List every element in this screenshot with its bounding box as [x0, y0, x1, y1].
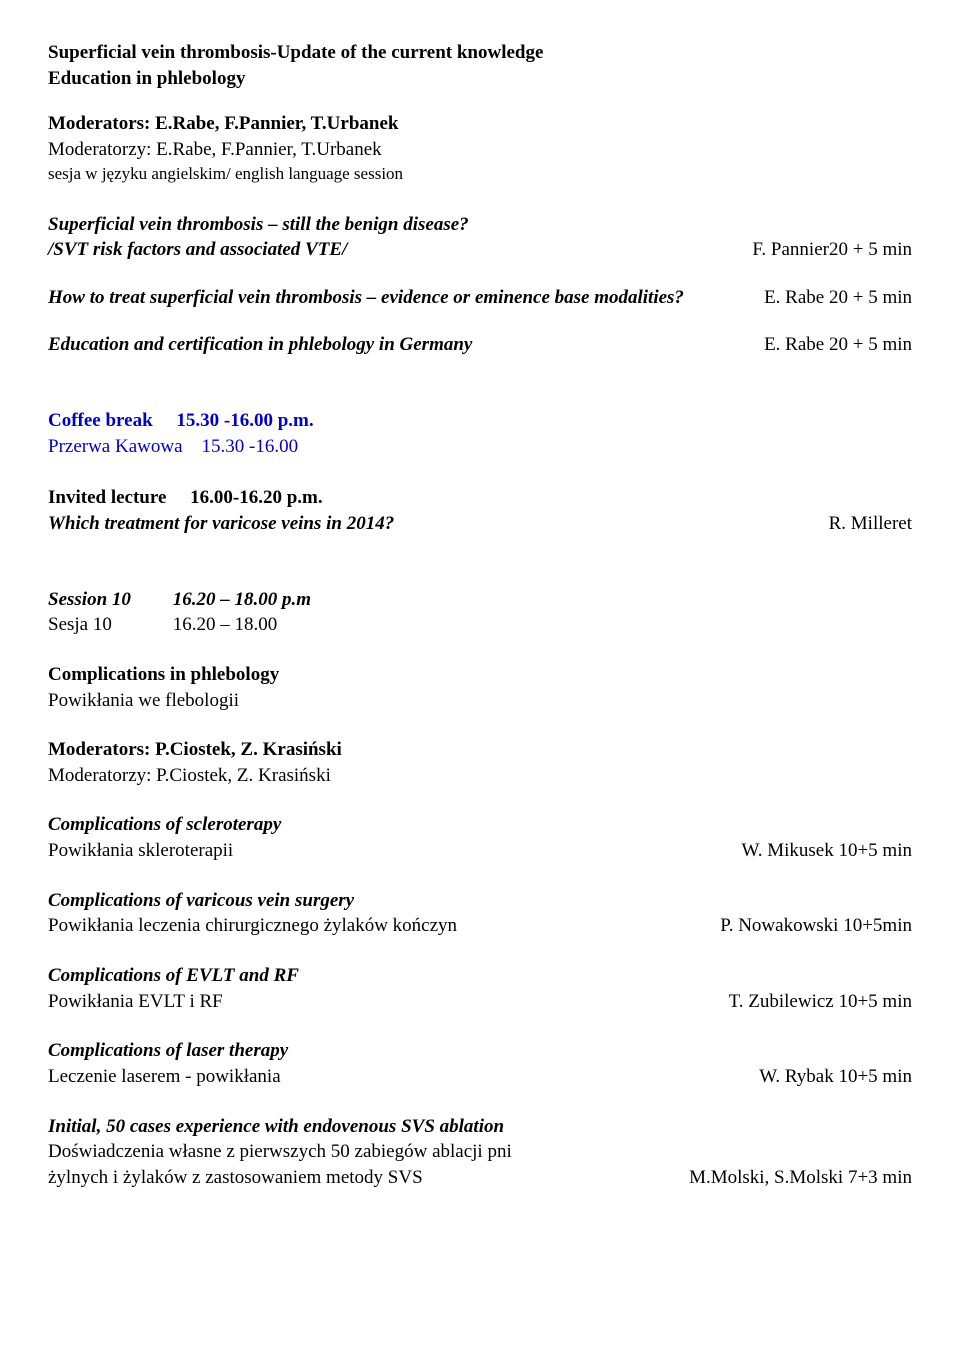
session10-label-en: Session 10: [48, 587, 168, 613]
moderators-en: Moderators: E.Rabe, F.Pannier, T.Urbanek: [48, 111, 912, 137]
coffee-break-en: Coffee break 15.30 -16.00 p.m.: [48, 408, 912, 434]
comp4-row: Leczenie laserem - powikłania W. Rybak 1…: [48, 1064, 912, 1090]
comp4-pl: Leczenie laserem - powikłania: [48, 1064, 281, 1090]
title-line-2: Education in phlebology: [48, 66, 912, 92]
title-line-1: Superficial vein thrombosis-Update of th…: [48, 40, 912, 66]
session10-time-en: 16.20 – 18.00 p.m: [173, 589, 311, 610]
talk2-title: How to treat superficial vein thrombosis…: [48, 285, 684, 311]
session10-en: Session 10 16.20 – 18.00 p.m: [48, 587, 912, 613]
invited-label: Invited lecture: [48, 487, 166, 508]
invited-title: Which treatment for varicose veins in 20…: [48, 511, 394, 537]
talk1-row: /SVT risk factors and associated VTE/ F.…: [48, 237, 912, 263]
comp2-author: P. Nowakowski 10+5min: [720, 913, 912, 939]
session10-topic-en: Complications in phlebology: [48, 662, 912, 688]
comp3-row: Powikłania EVLT i RF T. Zubilewicz 10+5 …: [48, 989, 912, 1015]
coffee-prefix: Coffee break: [48, 410, 153, 431]
language-note: sesja w języku angielskim/ english langu…: [48, 163, 912, 186]
header-block: Superficial vein thrombosis-Update of th…: [48, 40, 912, 91]
invited-time: 16.00-16.20 p.m.: [190, 487, 322, 508]
session10-label-pl: Sesja 10: [48, 612, 168, 638]
comp3-author: T. Zubilewicz 10+5 min: [729, 989, 912, 1015]
invited-author: R. Milleret: [829, 511, 912, 537]
coffee-pl-prefix: Przerwa Kawowa: [48, 436, 183, 457]
talk1-sub: /SVT risk factors and associated VTE/: [48, 237, 347, 263]
comp2-pl: Powikłania leczenia chirurgicznego żylak…: [48, 913, 457, 939]
talk2-row: How to treat superficial vein thrombosis…: [48, 285, 912, 311]
coffee-break-pl: Przerwa Kawowa 15.30 -16.00: [48, 434, 912, 460]
moderators-pl: Moderatorzy: E.Rabe, F.Pannier, T.Urbane…: [48, 137, 912, 163]
comp1-row: Powikłania skleroterapii W. Mikusek 10+5…: [48, 838, 912, 864]
comp1-en: Complications of scleroterapy: [48, 812, 912, 838]
invited-line1: Invited lecture 16.00-16.20 p.m.: [48, 485, 912, 511]
comp3-pl: Powikłania EVLT i RF: [48, 989, 223, 1015]
talk3-title: Education and certification in phlebolog…: [48, 332, 472, 358]
invited-row: Which treatment for varicose veins in 20…: [48, 511, 912, 537]
comp1-author: W. Mikusek 10+5 min: [742, 838, 912, 864]
comp3-en: Complications of EVLT and RF: [48, 963, 912, 989]
comp1-pl: Powikłania skleroterapii: [48, 838, 233, 864]
talk1-title: Superficial vein thrombosis – still the …: [48, 212, 912, 238]
session10-mods-en: Moderators: P.Ciostek, Z. Krasiński: [48, 737, 912, 763]
session10-time-pl: 16.20 – 18.00: [173, 614, 278, 635]
comp4-author: W. Rybak 10+5 min: [759, 1064, 912, 1090]
comp4-en: Complications of laser therapy: [48, 1038, 912, 1064]
comp5-pl1: Doświadczenia własne z pierwszych 50 zab…: [48, 1139, 912, 1165]
talk2-author: E. Rabe 20 + 5 min: [764, 285, 912, 311]
session10-mods-pl: Moderatorzy: P.Ciostek, Z. Krasiński: [48, 763, 912, 789]
coffee-time: 15.30 -16.00 p.m.: [176, 410, 313, 431]
coffee-pl-time: 15.30 -16.00: [202, 436, 299, 457]
comp2-row: Powikłania leczenia chirurgicznego żylak…: [48, 913, 912, 939]
talk1-author: F. Pannier20 + 5 min: [752, 237, 912, 263]
comp5-author: M.Molski, S.Molski 7+3 min: [689, 1165, 912, 1191]
comp5-en: Initial, 50 cases experience with endove…: [48, 1114, 912, 1140]
talk3-row: Education and certification in phlebolog…: [48, 332, 912, 358]
comp2-en: Complications of varicous vein surgery: [48, 888, 912, 914]
session10-pl: Sesja 10 16.20 – 18.00: [48, 612, 912, 638]
session10-topic-pl: Powikłania we flebologii: [48, 688, 912, 714]
talk3-author: E. Rabe 20 + 5 min: [764, 332, 912, 358]
comp5-pl2: żylnych i żylaków z zastosowaniem metody…: [48, 1165, 423, 1191]
comp5-row: żylnych i żylaków z zastosowaniem metody…: [48, 1165, 912, 1191]
